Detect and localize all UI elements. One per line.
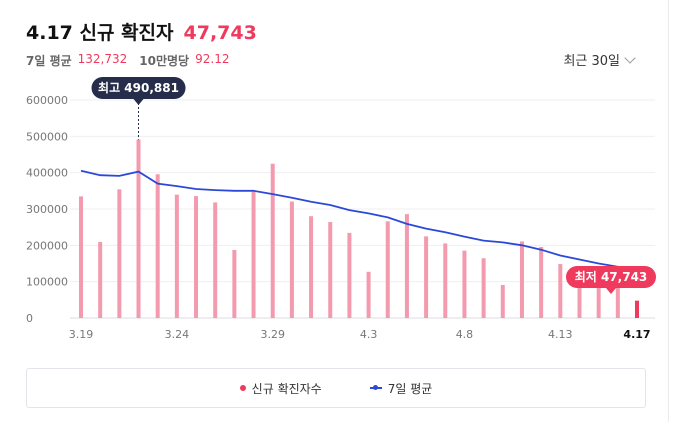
y-tick-label: 200000 xyxy=(26,239,68,252)
chart-legend: 신규 확진자수 7일 평균 xyxy=(26,368,646,408)
max-tooltip-text: 최고 490,881 xyxy=(98,80,179,95)
legend-bars-label: 신규 확진자수 xyxy=(251,381,322,396)
case-bar xyxy=(443,243,448,318)
case-bar xyxy=(500,284,505,318)
range-label: 최근 30일 xyxy=(563,54,620,69)
line-marker-icon xyxy=(369,385,382,390)
case-bar xyxy=(481,258,486,318)
case-bar xyxy=(424,236,429,318)
case-bar xyxy=(539,247,544,318)
max-tooltip-pointer xyxy=(133,99,144,105)
avg-label: 7일 평균 xyxy=(26,54,72,68)
range-dropdown[interactable]: 최근 30일 xyxy=(563,50,636,69)
case-bar xyxy=(289,201,294,318)
max-tooltip: 최고 490,881 xyxy=(91,77,186,105)
case-bar xyxy=(174,194,179,318)
bar-dot-icon xyxy=(239,385,246,391)
case-bar xyxy=(251,191,256,318)
case-bar xyxy=(558,264,563,318)
min-tooltip: 최저 47,743 xyxy=(566,266,656,294)
x-tick-label: 3.19 xyxy=(69,328,94,341)
case-bar xyxy=(136,139,141,318)
min-tooltip-bg xyxy=(566,266,656,288)
y-tick-label: 300000 xyxy=(26,203,68,216)
x-tick-label: 4.8 xyxy=(456,328,474,341)
case-bar xyxy=(404,214,409,318)
per100k-label: 10만명당 xyxy=(139,54,190,68)
case-bar xyxy=(232,249,237,318)
new-cases-value: 47,743 xyxy=(183,22,257,44)
case-bar xyxy=(155,174,160,318)
case-bar xyxy=(615,284,620,318)
case-bar xyxy=(309,216,314,318)
case-bar xyxy=(270,163,275,318)
case-bar xyxy=(462,250,467,318)
x-tick-label: 3.29 xyxy=(260,328,285,341)
legend-bars[interactable]: 신규 확진자수 xyxy=(239,380,322,397)
y-tick-label: 100000 xyxy=(26,276,68,289)
avg-line xyxy=(80,169,638,271)
cases-chart[interactable]: 0 100000 200000 300000 400000 500000 600000 3.1… xyxy=(0,0,668,360)
x-tick-label: 4.13 xyxy=(548,328,573,341)
case-bar xyxy=(635,300,639,318)
case-bar xyxy=(596,274,601,318)
case-bar xyxy=(79,196,83,318)
legend-line-label: 7일 평균 xyxy=(387,381,433,396)
y-tick-label: 500000 xyxy=(26,130,68,143)
case-bar xyxy=(194,196,199,318)
case-bar xyxy=(366,271,371,318)
y-tick-label: 0 xyxy=(26,312,33,325)
case-bar xyxy=(328,222,333,318)
case-bar xyxy=(213,202,218,318)
min-tooltip-text: 최저 47,743 xyxy=(575,269,648,284)
max-tooltip-bg xyxy=(91,77,186,99)
legend-line[interactable]: 7일 평균 xyxy=(369,380,433,397)
case-bar xyxy=(98,242,103,318)
x-tick-label: 4.3 xyxy=(360,328,378,341)
case-bar xyxy=(577,272,582,318)
x-tick-label: 3.24 xyxy=(165,328,190,341)
per100k-value: 92.12 xyxy=(195,52,230,66)
case-bar xyxy=(519,241,524,318)
case-bar xyxy=(347,232,352,318)
chart-header: 4.17 신규 확진자 47,743 7일 평균 132,732 10만명당 9… xyxy=(26,18,257,69)
case-bar xyxy=(385,221,390,318)
avg-value: 132,732 xyxy=(77,52,128,66)
case-bar xyxy=(117,189,122,318)
page-title: 4.17 신규 확진자 xyxy=(26,22,174,44)
x-tick-label: 4.17 xyxy=(623,328,650,341)
min-tooltip-pointer xyxy=(606,288,616,294)
y-tick-label: 600000 xyxy=(26,94,68,107)
y-tick-label: 400000 xyxy=(26,167,68,180)
